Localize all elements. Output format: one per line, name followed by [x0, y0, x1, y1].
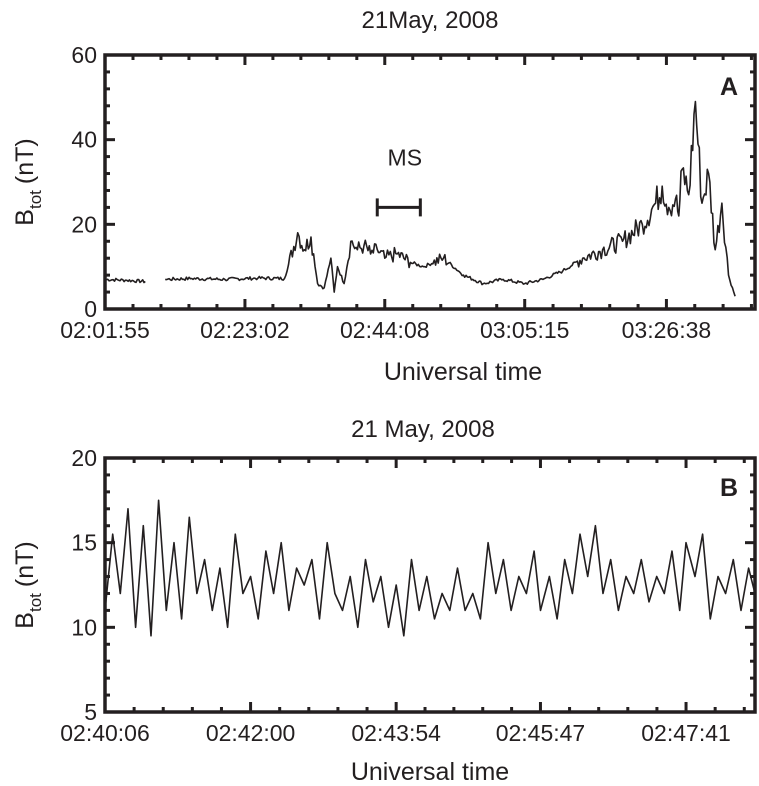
x-tick-label: 03:26:38 [622, 317, 712, 343]
panel-a-x-tick-labels: 02:01:55 02:23:02 02:44:08 03:05:15 03:26:38 [60, 317, 711, 343]
x-tick-label: 03:05:15 [480, 317, 570, 343]
panel-b-y-tick-labels: 5 10 15 20 [71, 445, 97, 725]
y-tick-label: 15 [71, 530, 97, 556]
panel-b-ylabel-subscript: tot [26, 593, 45, 612]
x-tick-label: 02:44:08 [340, 317, 430, 343]
y-tick-label: 20 [71, 445, 97, 471]
panel-a: 21May, 2008 0 20 40 60 02:01:55 02:23:02 02:4… [11, 7, 757, 386]
ms-annotation-label: MS [388, 144, 423, 170]
x-tick-label: 02:23:02 [200, 317, 290, 343]
x-tick-label: 02:43:54 [351, 720, 441, 746]
y-tick-label: 40 [71, 127, 97, 153]
panel-a-ylabel-symbol: B [11, 209, 39, 226]
ms-interval-marker: MS [375, 144, 423, 217]
panel-a-tick-marks [103, 53, 755, 311]
panel-b-xlabel: Universal time [351, 758, 509, 786]
panel-a-title: 21May, 2008 [362, 7, 499, 34]
x-tick-label: 02:45:47 [496, 720, 586, 746]
panel-a-tag: A [720, 73, 738, 101]
y-tick-label: 20 [71, 211, 97, 237]
panel-a-y-tick-labels: 0 20 40 60 [71, 42, 97, 322]
panel-a-ylabel-subscript: tot [26, 190, 45, 209]
x-tick-label: 02:47:41 [641, 720, 731, 746]
y-tick-label: 10 [71, 614, 97, 640]
panel-b-tag: B [720, 474, 738, 502]
panel-b-plot-frame [103, 456, 757, 714]
panel-b-ylabel-symbol: B [11, 612, 39, 629]
panel-b-x-tick-labels: 02:40:06 02:42:00 02:43:54 02:45:47 02:47:41 [60, 720, 731, 746]
panel-a-ylabel: Btot (nT) [11, 138, 45, 225]
y-tick-label: 0 [84, 296, 97, 322]
panel-b-title: 21 May, 2008 [351, 416, 495, 443]
x-tick-label: 02:42:00 [206, 720, 296, 746]
panel-a-ylabel-unit: (nT) [11, 138, 39, 184]
y-tick-label: 60 [71, 42, 97, 68]
y-tick-label: 5 [84, 699, 97, 725]
x-tick-label: 02:40:06 [60, 720, 150, 746]
panel-b-ylabel-unit: (nT) [11, 541, 39, 587]
panel-b-ylabel: Btot (nT) [11, 541, 45, 628]
x-tick-label: 02:01:55 [60, 317, 150, 343]
panel-a-plot-frame [103, 53, 757, 311]
panel-a-series-line [104, 100, 736, 297]
panel-a-xlabel: Universal time [384, 358, 542, 386]
panel-b-series-line [104, 499, 756, 637]
panel-b-tick-marks [103, 456, 755, 714]
